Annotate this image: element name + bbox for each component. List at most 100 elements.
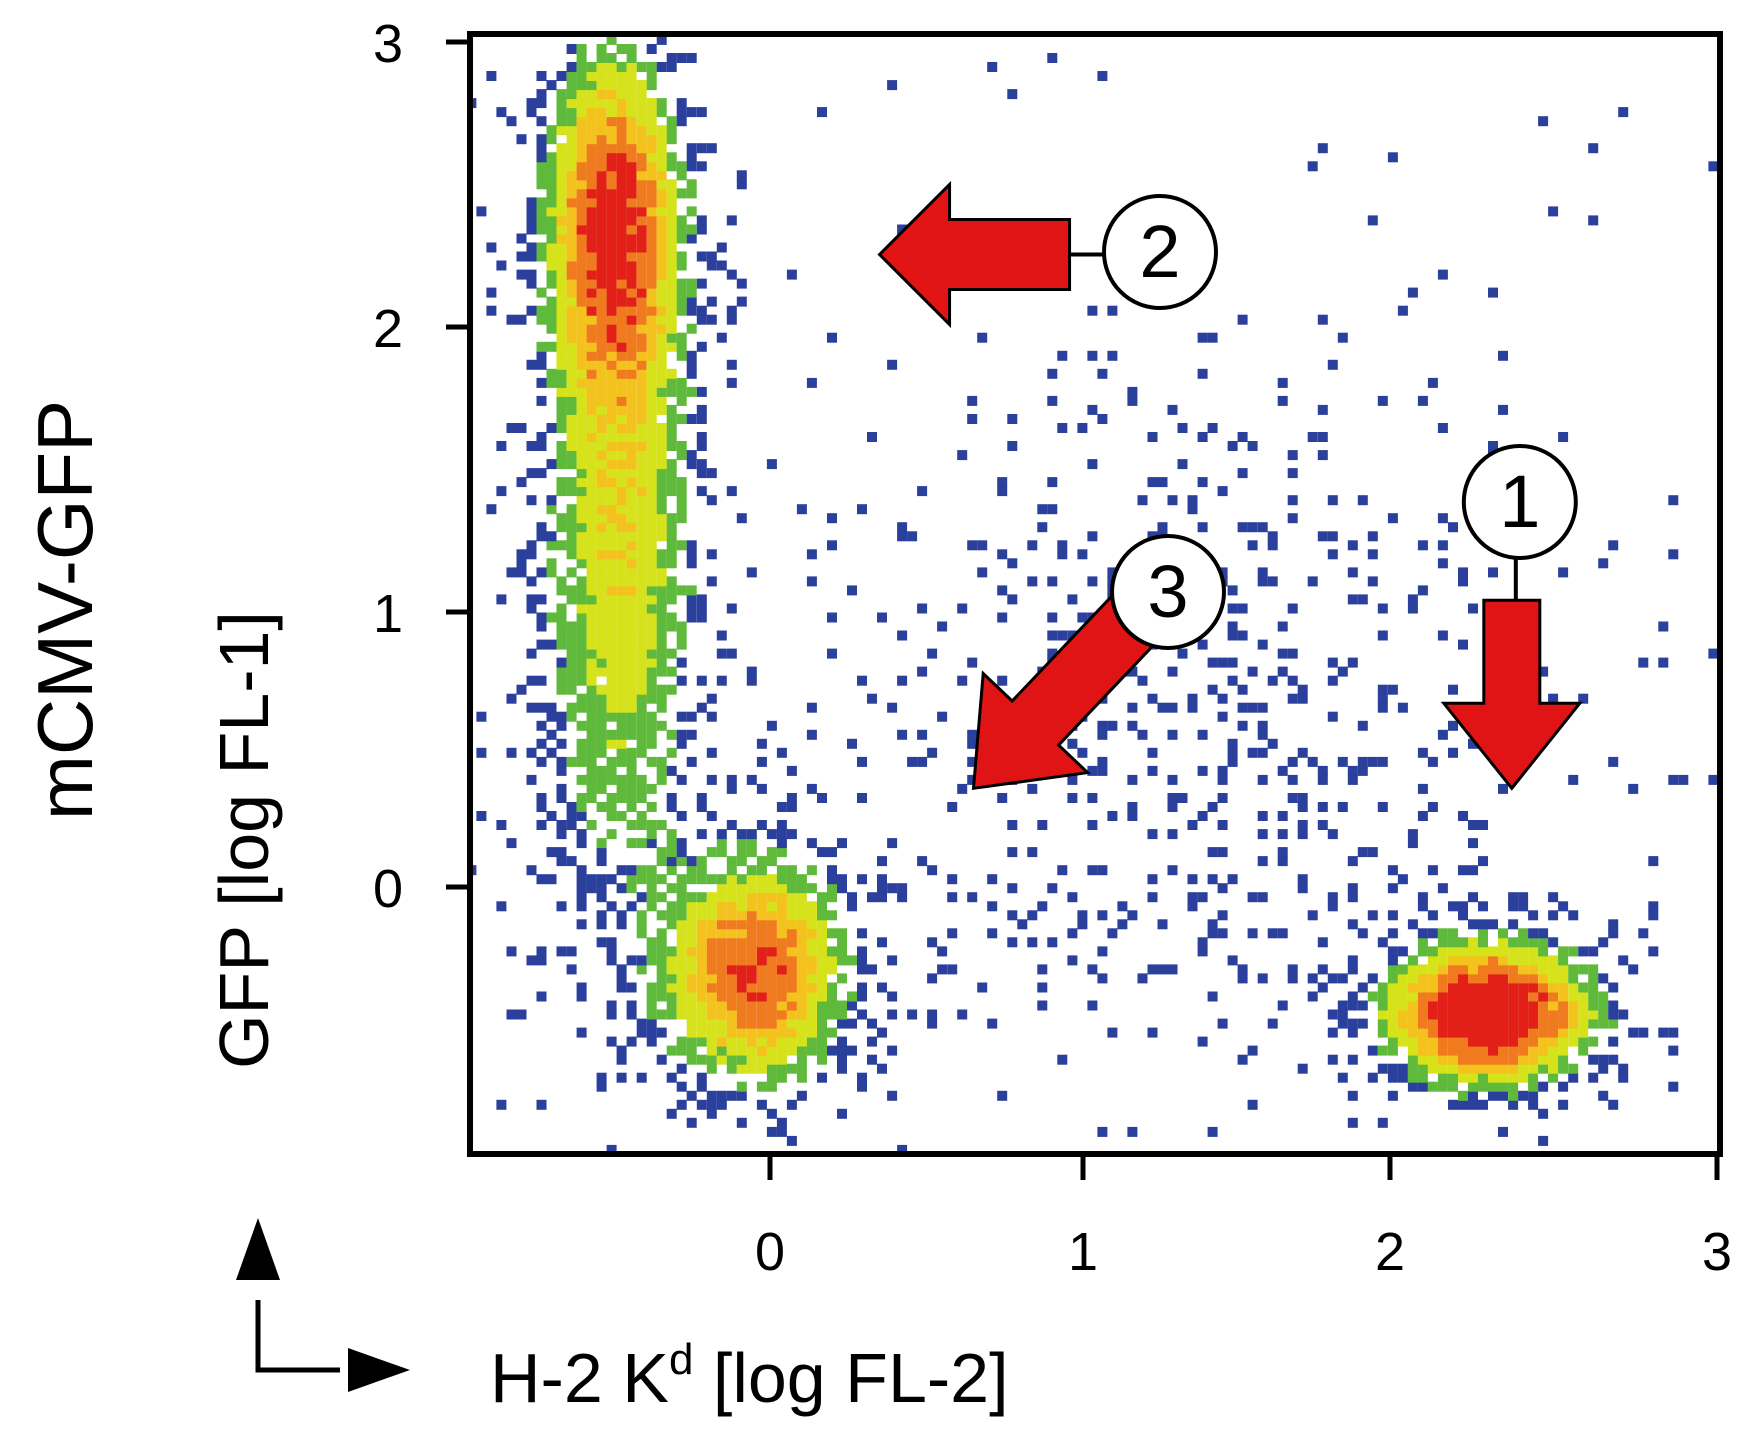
density-cell: [576, 386, 587, 397]
density-cell: [1067, 892, 1078, 903]
density-cell: [656, 62, 667, 72]
density-cell: [596, 224, 607, 235]
density-cell: [1468, 892, 1478, 903]
density-cell: [616, 188, 627, 199]
density-cell: [756, 883, 767, 894]
density-cell: [536, 98, 547, 109]
density-cell: [726, 973, 737, 984]
density-cell: [857, 793, 867, 803]
density-cell: [646, 594, 657, 605]
density-cell: [927, 747, 938, 758]
density-cell: [756, 1099, 767, 1110]
density-cell: [1167, 774, 1178, 785]
density-cell: [626, 116, 637, 127]
density-cell: [666, 1045, 677, 1056]
y-tick-label: 0: [373, 859, 403, 919]
density-cell: [656, 296, 667, 307]
density-cell: [696, 675, 707, 686]
density-cell: [666, 278, 677, 289]
x-tick-label: 1: [1068, 1222, 1098, 1282]
density-cell: [566, 368, 577, 379]
density-cell: [1618, 955, 1629, 966]
density-cell: [626, 874, 637, 885]
density-cell: [646, 116, 657, 127]
density-cell: [676, 657, 687, 668]
density-cell: [1478, 1099, 1488, 1110]
density-cell: [1668, 495, 1679, 506]
density-cell: [546, 242, 557, 253]
density-cell: [596, 720, 607, 731]
density-cell: [616, 621, 627, 632]
density-cell: [796, 892, 807, 903]
density-cell: [1478, 928, 1488, 939]
density-cell: [1508, 1090, 1519, 1101]
density-cell: [1598, 973, 1609, 984]
density-cell: [1448, 955, 1458, 966]
density-cell: [1097, 756, 1108, 767]
y-axis: 0 1 2 3: [373, 14, 470, 919]
density-cell: [806, 1009, 817, 1020]
density-cell: [726, 901, 737, 912]
density-cell: [1397, 982, 1408, 993]
density-cell: [1337, 1072, 1348, 1083]
density-cell: [1488, 1072, 1498, 1083]
density-cell: [696, 459, 707, 470]
density-cell: [606, 585, 617, 596]
density-cell: [616, 1054, 627, 1065]
density-cell: [1007, 441, 1018, 451]
density-cell: [1347, 1000, 1358, 1011]
density-cell: [586, 675, 597, 686]
density-cell: [1217, 711, 1228, 722]
density-cell: [646, 756, 657, 767]
density-cell: [1448, 1054, 1458, 1065]
density-cell: [756, 1045, 767, 1056]
density-cell: [1488, 567, 1498, 578]
density-cell: [1127, 386, 1138, 397]
density-cell: [636, 368, 647, 379]
density-cell: [626, 666, 637, 677]
density-cell: [576, 865, 587, 876]
density-cell: [1287, 964, 1298, 975]
density-cell: [766, 919, 777, 930]
density-cell: [576, 495, 587, 506]
density-cell: [1227, 747, 1238, 758]
density-cell: [506, 567, 517, 578]
density-cell: [716, 964, 727, 975]
density-cell: [566, 179, 577, 190]
density-cell: [776, 820, 787, 830]
density-cell: [1478, 901, 1488, 912]
density-cell: [746, 883, 757, 894]
density-cell: [666, 332, 677, 343]
density-cell: [766, 1126, 777, 1137]
density-cell: [1087, 964, 1098, 975]
density-cell: [1468, 973, 1478, 984]
density-cell: [776, 1009, 787, 1020]
density-cell: [967, 540, 978, 551]
density-cell: [566, 594, 577, 605]
callout-3-circle: [1110, 534, 1226, 650]
density-cell: [746, 919, 757, 930]
density-cell: [1377, 937, 1388, 948]
density-cell: [706, 1045, 717, 1056]
density-cell: [646, 477, 657, 488]
density-cell: [1417, 747, 1428, 758]
density-cell: [766, 892, 777, 903]
density-cell: [736, 1063, 747, 1074]
density-cell: [556, 630, 567, 641]
density-cell: [706, 874, 717, 885]
density-cell: [636, 513, 647, 524]
density-cell: [1207, 1126, 1218, 1137]
density-cell: [1057, 1054, 1068, 1065]
density-cell: [706, 1108, 717, 1119]
density-cell: [656, 1054, 667, 1065]
density-cell: [696, 964, 707, 975]
density-cell: [546, 531, 557, 542]
density-cell: [676, 495, 687, 506]
density-cell: [1337, 802, 1348, 812]
density-cell: [1197, 1036, 1208, 1047]
density-cell: [817, 1054, 827, 1065]
density-cell: [726, 774, 737, 785]
density-cell: [676, 215, 687, 226]
density-cell: [486, 305, 497, 316]
density-cell: [1047, 504, 1058, 515]
